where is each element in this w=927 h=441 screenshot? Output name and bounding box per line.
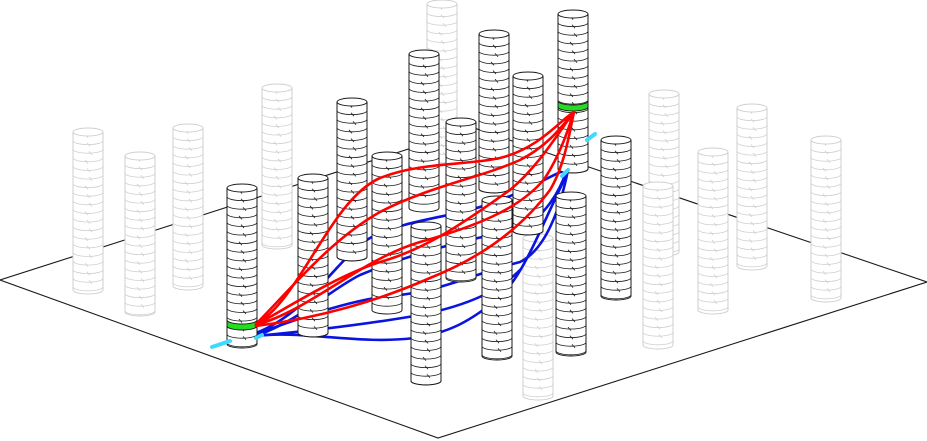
active-column [555,191,587,357]
active-column [478,29,510,194]
active-column [371,151,403,315]
port-left [210,339,232,349]
active-column [481,195,513,361]
port-right-inner [560,168,570,178]
primary-path [254,110,576,326]
active-column [410,221,442,386]
ports-group [210,132,597,349]
faded-column [172,123,204,291]
primary-path [254,110,576,327]
primary-path [254,110,576,326]
primary-path [254,110,576,328]
active-column [512,71,544,236]
secondary-path [254,174,568,342]
port-left-inner [254,333,264,340]
faded-column [736,103,768,271]
faded-columns-group [72,0,842,401]
primary-paths-group [254,110,576,328]
faded-column [261,83,293,250]
active-column [336,97,368,262]
primary-path [254,110,576,327]
active-column [600,135,632,301]
faded-column [72,127,104,295]
port-right [585,132,597,142]
active-column [226,183,258,349]
faded-column [810,135,842,303]
faded-column [522,233,554,401]
active-columns-group [226,9,632,386]
faded-column [642,181,674,350]
active-column [408,49,440,213]
active-column [557,9,589,174]
faded-column [124,151,156,317]
highlight-ring [557,100,589,112]
faded-column [697,147,729,315]
